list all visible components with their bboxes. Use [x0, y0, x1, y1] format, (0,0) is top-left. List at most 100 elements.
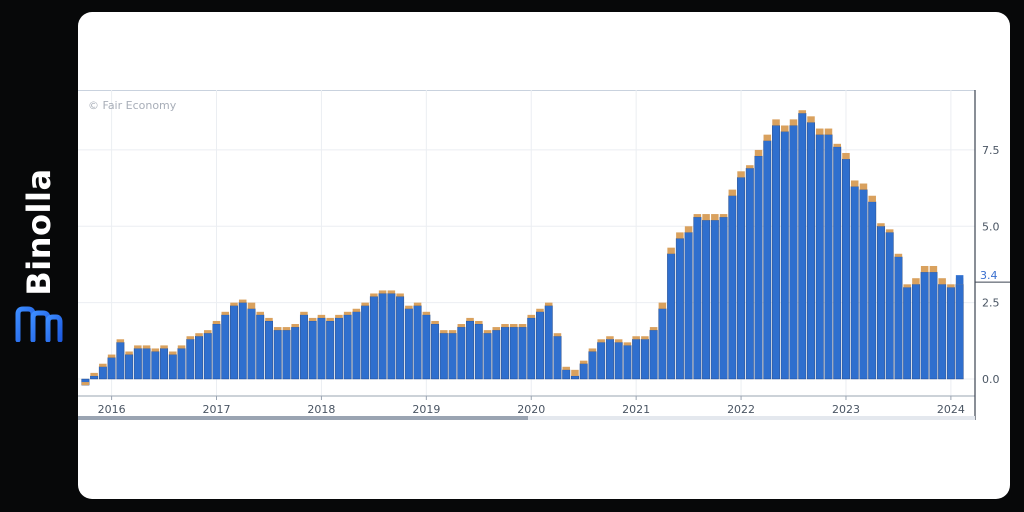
bar-overlay-cap [81, 382, 90, 386]
bar-overlay-cap [405, 305, 413, 309]
bar-overlay-cap [308, 317, 317, 321]
bar-overlay-cap [177, 345, 186, 349]
bar [527, 317, 536, 380]
bar-overlay-cap [798, 110, 807, 114]
bar-overlay-cap [483, 330, 492, 334]
x-tick-label: 2019 [412, 403, 440, 416]
bar-overlay-cap [195, 333, 203, 337]
x-tick-label: 2018 [307, 403, 335, 416]
bar [553, 336, 562, 380]
bar [160, 348, 169, 380]
bar-overlay-cap [169, 351, 177, 355]
x-tick-label: 2023 [832, 403, 860, 416]
bar [212, 323, 221, 380]
bar [754, 155, 763, 380]
bar-overlay-cap [317, 314, 326, 318]
bar-overlay-cap [588, 348, 597, 352]
brand-name: Binolla [20, 168, 58, 296]
bar [929, 271, 938, 380]
bar [439, 332, 448, 380]
axis-layer: 0.0 2.5 5.0 7.5 2016 2017 2018 2019 2020 2021 2022… [78, 90, 1010, 420]
bar-overlay-cap [553, 333, 562, 337]
navigator-right [528, 416, 975, 420]
bar [850, 186, 859, 380]
bar-overlay-cap [247, 302, 256, 309]
bar [737, 177, 746, 380]
bar [186, 339, 195, 380]
bar-overlay-cap [676, 232, 684, 239]
bar-overlay-cap [230, 302, 238, 306]
bar-overlay-cap [667, 247, 675, 254]
bar [605, 339, 614, 380]
bar [745, 168, 754, 380]
bar-overlay-cap [947, 284, 955, 288]
bar [282, 329, 291, 380]
bar-overlay-cap [597, 339, 605, 343]
bar-overlay-cap [702, 214, 710, 221]
bar [203, 332, 212, 380]
bar-overlay-cap [204, 330, 212, 334]
bar-overlay-cap [125, 351, 133, 355]
bar [684, 232, 693, 380]
bar-overlay-cap [448, 330, 457, 334]
bar-overlay-cap [649, 327, 658, 331]
bar-overlay-cap [492, 327, 501, 331]
bar-overlay-cap [728, 189, 737, 196]
bar-overlay-cap [256, 311, 264, 315]
bar-overlay-cap [772, 119, 780, 126]
bar-overlay-cap [300, 311, 308, 315]
bar [422, 314, 431, 380]
bar [614, 342, 623, 380]
bar [387, 293, 396, 380]
bar-overlay-cap [623, 342, 632, 346]
bar [938, 284, 947, 380]
bar-overlay-cap [641, 336, 649, 340]
bar [308, 320, 317, 380]
chart-card: 0.0 2.5 5.0 7.5 2016 2017 2018 2019 2020 2021 2022… [78, 12, 1010, 499]
bar-overlay-cap [929, 265, 938, 273]
bar-overlay-cap [151, 348, 160, 352]
last-value-label: 3.4 [980, 269, 998, 282]
bar [413, 305, 422, 380]
bar [667, 253, 676, 380]
bar-overlay-cap [212, 320, 221, 325]
bar-overlay-cap [361, 302, 369, 306]
bar [719, 216, 728, 380]
bar-overlay-cap [833, 143, 841, 147]
chart-area: 0.0 2.5 5.0 7.5 2016 2017 2018 2019 2020 2021 2022… [78, 90, 1010, 420]
bar [483, 332, 492, 380]
bar [570, 375, 579, 380]
bar-overlay-cap [859, 183, 868, 190]
bar [955, 284, 964, 380]
bar [640, 339, 649, 380]
bar [501, 326, 509, 380]
bar [946, 287, 955, 380]
bar [133, 348, 142, 380]
bar-overlay-cap [737, 171, 745, 178]
bar [334, 317, 343, 380]
bar [588, 351, 597, 380]
bar [457, 326, 466, 380]
bar [815, 134, 824, 380]
bar [492, 329, 501, 380]
bar [177, 348, 186, 380]
bar [763, 140, 772, 380]
bar-overlay-cap [335, 314, 343, 318]
bar-overlay-cap [221, 311, 230, 315]
bar [562, 369, 571, 380]
bar-overlay-cap [912, 278, 920, 285]
x-tick-label: 2020 [517, 403, 545, 416]
bar [378, 293, 387, 380]
bar-overlay-cap [536, 308, 544, 312]
bar [798, 113, 807, 380]
binolla-logo-icon [15, 306, 63, 342]
bar [195, 336, 203, 380]
bar-overlay-cap [265, 317, 273, 321]
bar [431, 323, 440, 380]
bar [536, 311, 544, 380]
bar-overlay-cap [815, 128, 824, 135]
bar [265, 320, 273, 380]
bar-overlay-cap [326, 317, 334, 321]
bar-overlay-cap [842, 152, 850, 160]
bar-overlay-cap [850, 180, 859, 187]
